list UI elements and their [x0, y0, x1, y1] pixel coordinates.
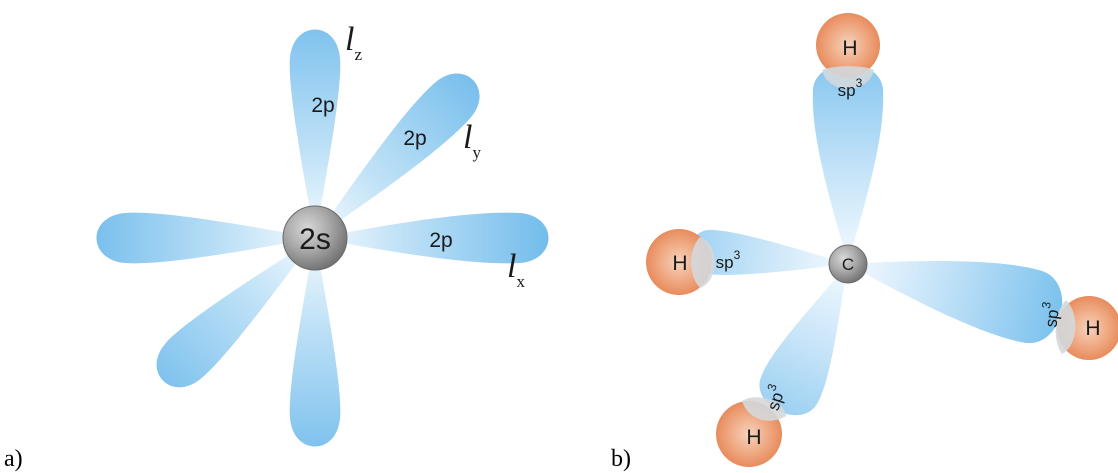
panel-a-p-orbitals: 2s 2p 2p 2p lz ly lx a) [4, 21, 549, 472]
hydrogen-label-right: H [1085, 317, 1100, 340]
panel-b-sp3-hybrid: C H H H H sp3 sp3 sp3 sp3 b) [611, 13, 1118, 472]
hydrogen-label-top: H [842, 37, 857, 60]
hydrogen-label-bottom: H [746, 426, 761, 449]
sp3-lobe-top [812, 64, 884, 264]
overlap-region-top [822, 66, 874, 89]
lobe-label-x: 2p [429, 229, 452, 252]
s-orbital-sphere [282, 205, 348, 271]
p-lobe-z-top [289, 29, 341, 238]
sp3-lobe-left [689, 229, 848, 275]
axis-label-y: ly [463, 119, 481, 162]
hydrogen-label-left: H [672, 252, 687, 275]
p-lobe-x-right [315, 212, 549, 264]
panel-b-caption: b) [611, 446, 631, 472]
svg-text:ly: ly [463, 119, 481, 162]
svg-text:lx: lx [507, 248, 525, 291]
sp3-label-left: sp3 [716, 248, 741, 272]
svg-text:lz: lz [345, 21, 362, 64]
p-lobe-y-lower-left [156, 238, 315, 388]
axis-label-z: lz [345, 21, 362, 64]
p-lobe-y-upper-right [315, 73, 480, 238]
overlap-region-bottom [742, 397, 786, 421]
sp3-lobe-right [848, 261, 1063, 343]
sp3-label-top: sp3 [838, 76, 863, 100]
sp3-label-right: sp3 [1036, 301, 1063, 329]
panel-a-caption: a) [4, 446, 23, 472]
overlap-region-left [691, 237, 715, 288]
hydrogen-sphere-top [816, 13, 880, 77]
axis-label-x: lx [507, 248, 525, 291]
lobe-label-y: 2p [403, 127, 426, 150]
p-lobe-x-left [96, 212, 315, 264]
overlap-region-right [1055, 300, 1076, 354]
carbon-sphere [828, 244, 868, 284]
carbon-label: C [842, 255, 854, 274]
lobe-label-z: 2p [311, 94, 334, 117]
p-lobe-z-bottom [289, 238, 341, 447]
s-orbital-label: 2s [299, 223, 331, 256]
sp3-lobe-bottom-left [759, 264, 848, 416]
sp3-label-bottom: sp3 [759, 382, 790, 413]
